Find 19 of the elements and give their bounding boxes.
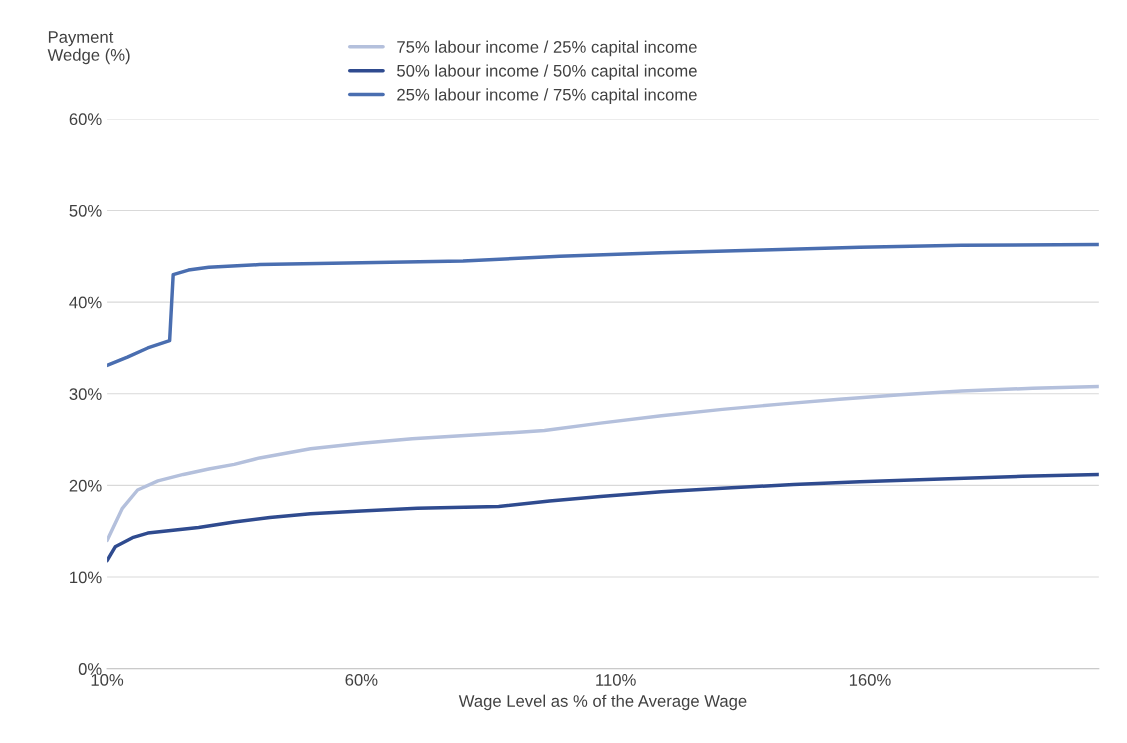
y-tick-label: 20%	[69, 479, 102, 492]
y-tick-label: 10%	[70, 571, 102, 584]
y-tick-label: 0%	[78, 663, 102, 675]
y-tick-label: 30%	[69, 388, 102, 400]
x-tick-label: 110%	[596, 674, 636, 686]
line-series	[107, 242, 1099, 368]
x-tick-label: 60%	[345, 674, 378, 686]
legend-label: 25% labour income / 75% capital income	[397, 88, 697, 104]
x-axis-title: Wage Level as % of the Average Wage	[458, 694, 747, 711]
x-tick-label: 10%	[91, 674, 124, 686]
line-series	[107, 384, 1099, 543]
line-series	[107, 472, 1099, 563]
y-axis-title: Payment Wedge (%)	[47, 31, 130, 65]
y-tick-label: 40%	[69, 296, 102, 309]
legend-label: 50% labour income / 50% capital income	[397, 64, 697, 81]
y-tick-label: 60%	[69, 113, 102, 126]
legend-label: 75% labour income / 25% capital income	[397, 40, 697, 57]
x-tick-label: 160%	[849, 674, 891, 686]
y-tick-label: 50%	[69, 204, 102, 217]
